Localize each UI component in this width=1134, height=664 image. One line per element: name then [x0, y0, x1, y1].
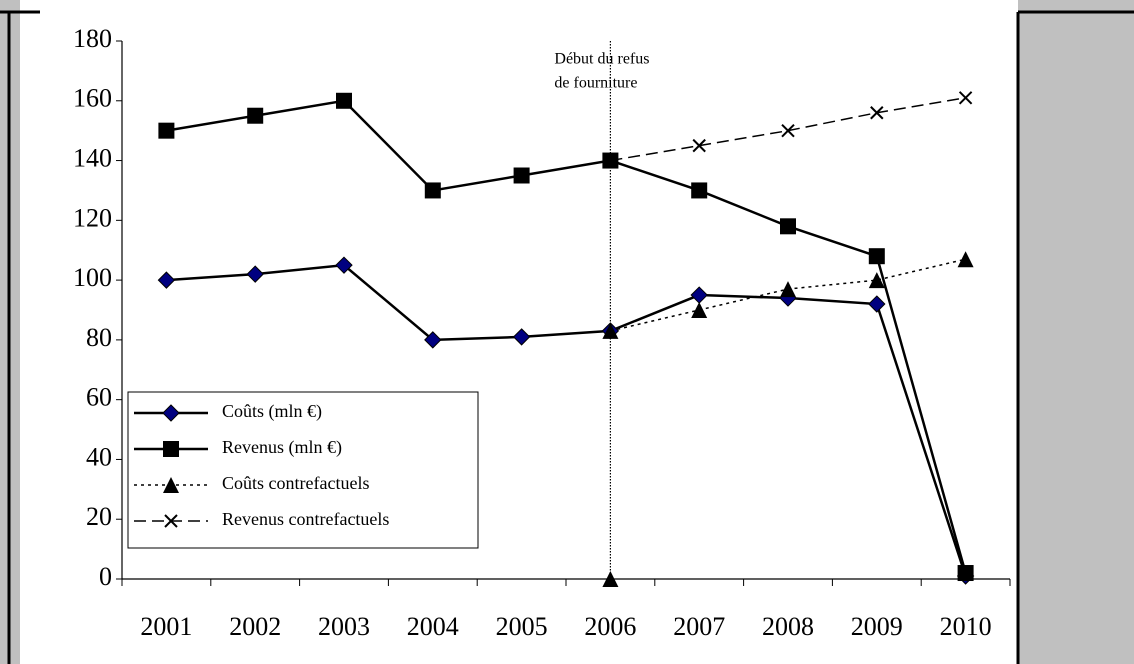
marker [424, 331, 442, 349]
x-tick-label: 2007 [673, 612, 725, 641]
legend-box [127, 391, 479, 549]
marker [246, 265, 264, 283]
y-tick-label: 0 [99, 562, 112, 591]
legend-marker [163, 477, 179, 493]
marker [870, 106, 884, 120]
marker [157, 271, 176, 289]
series-line [166, 99, 967, 574]
marker [603, 153, 618, 168]
y-tick-label: 100 [73, 263, 112, 292]
marker [780, 218, 796, 235]
marker [958, 91, 973, 105]
marker [512, 328, 531, 346]
marker [957, 565, 974, 582]
marker [957, 251, 974, 268]
marker [781, 123, 795, 138]
y-tick-label: 120 [73, 203, 112, 232]
y-tick-label: 40 [86, 442, 112, 471]
x-tick-label: 2002 [229, 612, 281, 641]
x-tick-label: 2001 [140, 612, 192, 641]
legend-marker [162, 404, 180, 422]
y-tick-label: 60 [86, 383, 112, 412]
annotation: de fourniture [554, 75, 637, 92]
marker [602, 322, 619, 339]
marker [336, 92, 352, 109]
marker [513, 167, 530, 184]
marker [868, 295, 886, 313]
legend-label: Coûts contrefactuels [222, 473, 369, 493]
x-tick-label: 2005 [496, 612, 548, 641]
legend: Coûts (mln €) Revenus (mln €) Coûts contre… [127, 391, 479, 549]
x-tick-label: 2006 [584, 612, 636, 641]
marker [780, 281, 796, 298]
legend-label: Coûts (mln €) [222, 401, 322, 422]
legend-label: Revenus (mln €) [222, 437, 342, 458]
y-tick-label: 20 [86, 502, 112, 531]
marker [335, 256, 353, 274]
marker [868, 272, 885, 289]
legend-marker [164, 514, 178, 528]
marker [424, 182, 441, 199]
series-line [166, 263, 967, 577]
y-tick-label: 140 [73, 144, 112, 173]
annotation: Début du refus [554, 51, 649, 68]
marker [602, 571, 619, 587]
x-tick-label: 2003 [318, 612, 370, 641]
y-tick-label: 160 [73, 84, 112, 113]
y-tick-label: 180 [73, 24, 112, 53]
x-tick-label: 2004 [407, 612, 459, 641]
legend-label: Revenus contrefactuels [222, 509, 389, 529]
x-tick-label: 2010 [940, 612, 992, 641]
marker [691, 302, 708, 318]
plot: 0 20 40 60 80 100 120 140 160 180 2001 2002 2003 2004… [73, 24, 1011, 641]
x-tick-label: 2009 [851, 612, 903, 641]
legend-marker [163, 441, 179, 457]
y-tick-label: 80 [86, 323, 112, 352]
marker [692, 138, 706, 153]
marker [247, 107, 264, 124]
marker [691, 182, 708, 199]
x-tick-label: 2008 [762, 612, 814, 641]
marker [158, 122, 175, 139]
marker [868, 248, 885, 265]
